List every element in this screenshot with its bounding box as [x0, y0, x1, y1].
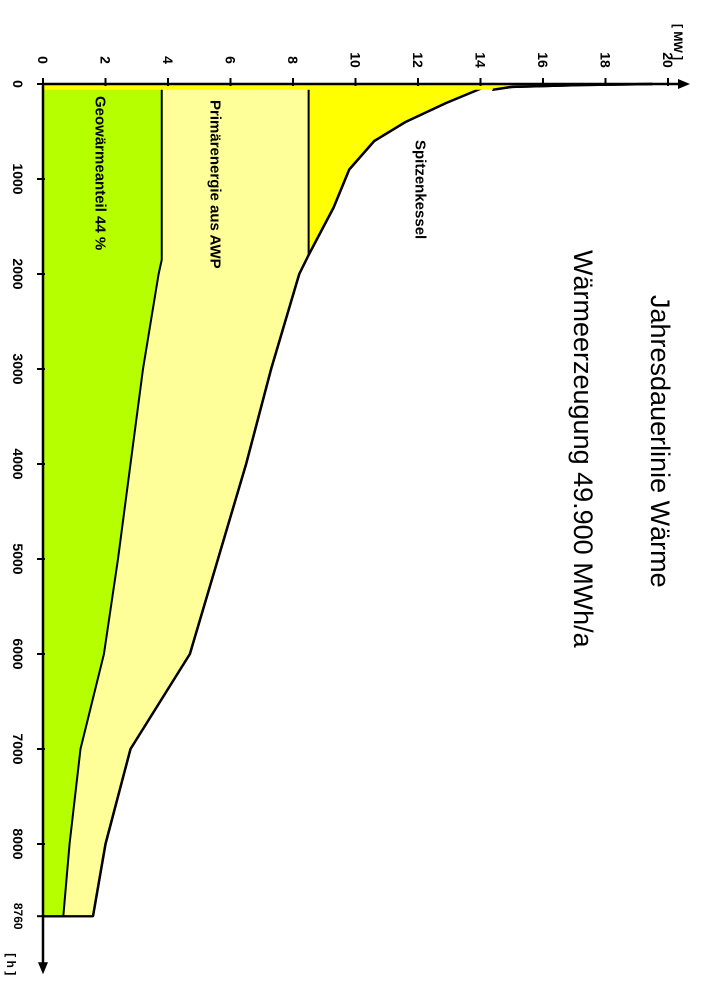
hour-unit-label: [ h ] [4, 953, 18, 975]
mw-tick-label: 14 [473, 52, 489, 68]
chart-axes [38, 79, 690, 975]
hour-tick-label: 7000 [10, 733, 26, 764]
mw-tick-label: 0 [35, 56, 51, 64]
hour-tick-label: 1000 [10, 163, 26, 194]
mw-tick-label: 4 [160, 56, 176, 64]
mw-tick-label: 6 [223, 56, 239, 64]
label-primaerenergie: Primärenergie aus AWP [207, 100, 224, 269]
hour-tick-label: 0 [10, 80, 26, 88]
chart-ticks: 0 2 4 6 8 10 12 14 16 18 20 0 1000 2000 3000 4000 5000 60… [10, 52, 676, 930]
mw-tick-label: 10 [348, 52, 364, 68]
mw-tick-label: 2 [98, 56, 114, 64]
hour-tick-label: 8760 [11, 903, 25, 930]
mw-tick-label: 18 [598, 52, 614, 68]
hour-tick-label: 3000 [10, 353, 26, 384]
mw-tick-label: 12 [410, 52, 426, 68]
mw-tick-label: 20 [660, 52, 676, 68]
hour-axis-arrow [38, 962, 48, 975]
chart-areas [42, 82, 653, 918]
label-geowaerme: Geowärmeanteil 44 % [92, 96, 109, 250]
hour-tick-label: 2000 [10, 258, 26, 289]
chart-title: Jahresdauerlinie Wärme [645, 295, 675, 588]
mw-axis-arrow [678, 79, 690, 89]
mw-tick-label: 16 [535, 52, 551, 68]
chart-labels: [ MW ] [ h ] Jahresdauerlinie Wärme Wärmeer… [4, 24, 685, 975]
mw-unit-label: [ MW ] [671, 24, 685, 60]
hour-tick-label: 6000 [10, 638, 26, 669]
hour-tick-label: 5000 [10, 543, 26, 574]
mw-tick-label: 8 [285, 56, 301, 64]
hour-tick-label: 8000 [10, 828, 26, 859]
label-spitzenkessel: Spitzenkessel [412, 140, 429, 239]
hour-tick-label: 4000 [10, 448, 26, 479]
chart-subtitle: Wärmeerzeugung 49.900 MWh/a [568, 250, 598, 649]
